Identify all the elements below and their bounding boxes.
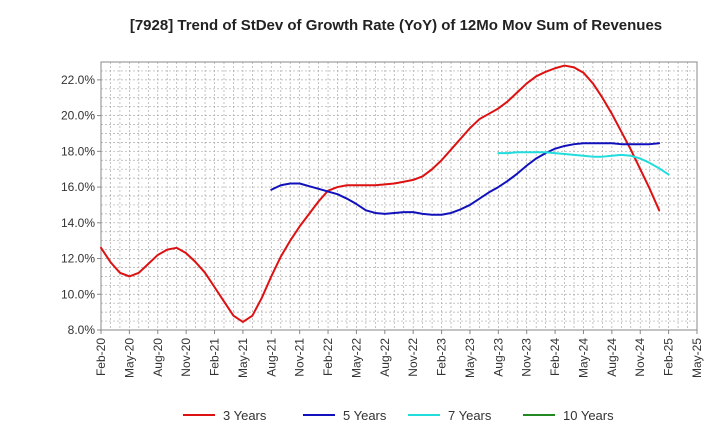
- y-tick-label: 8.0%: [68, 323, 96, 337]
- x-tick-label: Nov-23: [520, 338, 534, 377]
- x-tick-label: May-25: [690, 338, 704, 378]
- y-tick-label: 16.0%: [61, 180, 95, 194]
- y-tick-label: 20.0%: [61, 109, 95, 123]
- series-line-5-years: [270, 142, 661, 216]
- x-tick-label: Feb-25: [662, 338, 676, 376]
- x-tick-label: May-22: [349, 338, 363, 378]
- x-tick-label: Feb-23: [435, 338, 449, 376]
- x-tick-label: Aug-24: [605, 338, 619, 377]
- x-tick-label: Aug-22: [378, 338, 392, 377]
- x-tick-label: Nov-22: [406, 338, 420, 377]
- y-tick-label: 18.0%: [61, 144, 95, 158]
- x-tick-label: Nov-21: [293, 338, 307, 377]
- x-tick-label: May-24: [576, 338, 590, 378]
- x-tick-label: Feb-20: [94, 338, 108, 376]
- x-tick-label: Nov-20: [179, 338, 193, 377]
- legend: 3 Years 5 Years 7 Years 10 Years: [183, 408, 614, 423]
- chart-title: [7928] Trend of StDev of Growth Rate (Yo…: [130, 17, 662, 34]
- x-axis-ticks: Feb-20 May-20 Aug-20 Nov-20 Feb-21 May-21 Aug-…: [94, 330, 704, 378]
- series-line-7-years: [497, 151, 670, 176]
- y-tick-label: 14.0%: [61, 216, 95, 230]
- x-tick-label: Feb-21: [208, 338, 222, 376]
- y-tick-label: 22.0%: [61, 73, 95, 87]
- y-tick-label: 10.0%: [61, 287, 95, 301]
- plot-frame: [100, 61, 698, 331]
- legend-label: 3 Years: [223, 408, 267, 423]
- y-tick-label: 12.0%: [61, 252, 95, 266]
- legend-label: 10 Years: [563, 408, 614, 423]
- x-tick-label: Aug-20: [151, 338, 165, 377]
- x-tick-label: Aug-23: [491, 338, 505, 377]
- grid-lines: [101, 62, 697, 330]
- series-lines: [100, 64, 670, 323]
- x-tick-label: May-23: [463, 338, 477, 378]
- legend-label: 7 Years: [448, 408, 492, 423]
- x-tick-label: Feb-22: [321, 338, 335, 376]
- x-tick-label: Feb-24: [548, 338, 562, 376]
- series-line-3-years: [100, 64, 661, 323]
- legend-label: 5 Years: [343, 408, 387, 423]
- x-tick-label: Aug-21: [264, 338, 278, 377]
- axes: [100, 61, 698, 331]
- x-tick-label: May-20: [122, 338, 136, 378]
- x-tick-label: Nov-24: [633, 338, 647, 377]
- x-tick-label: May-21: [236, 338, 250, 378]
- y-axis-ticks: 8.0% 10.0% 12.0% 14.0% 16.0% 18.0% 20.0% 22.0%: [61, 73, 101, 337]
